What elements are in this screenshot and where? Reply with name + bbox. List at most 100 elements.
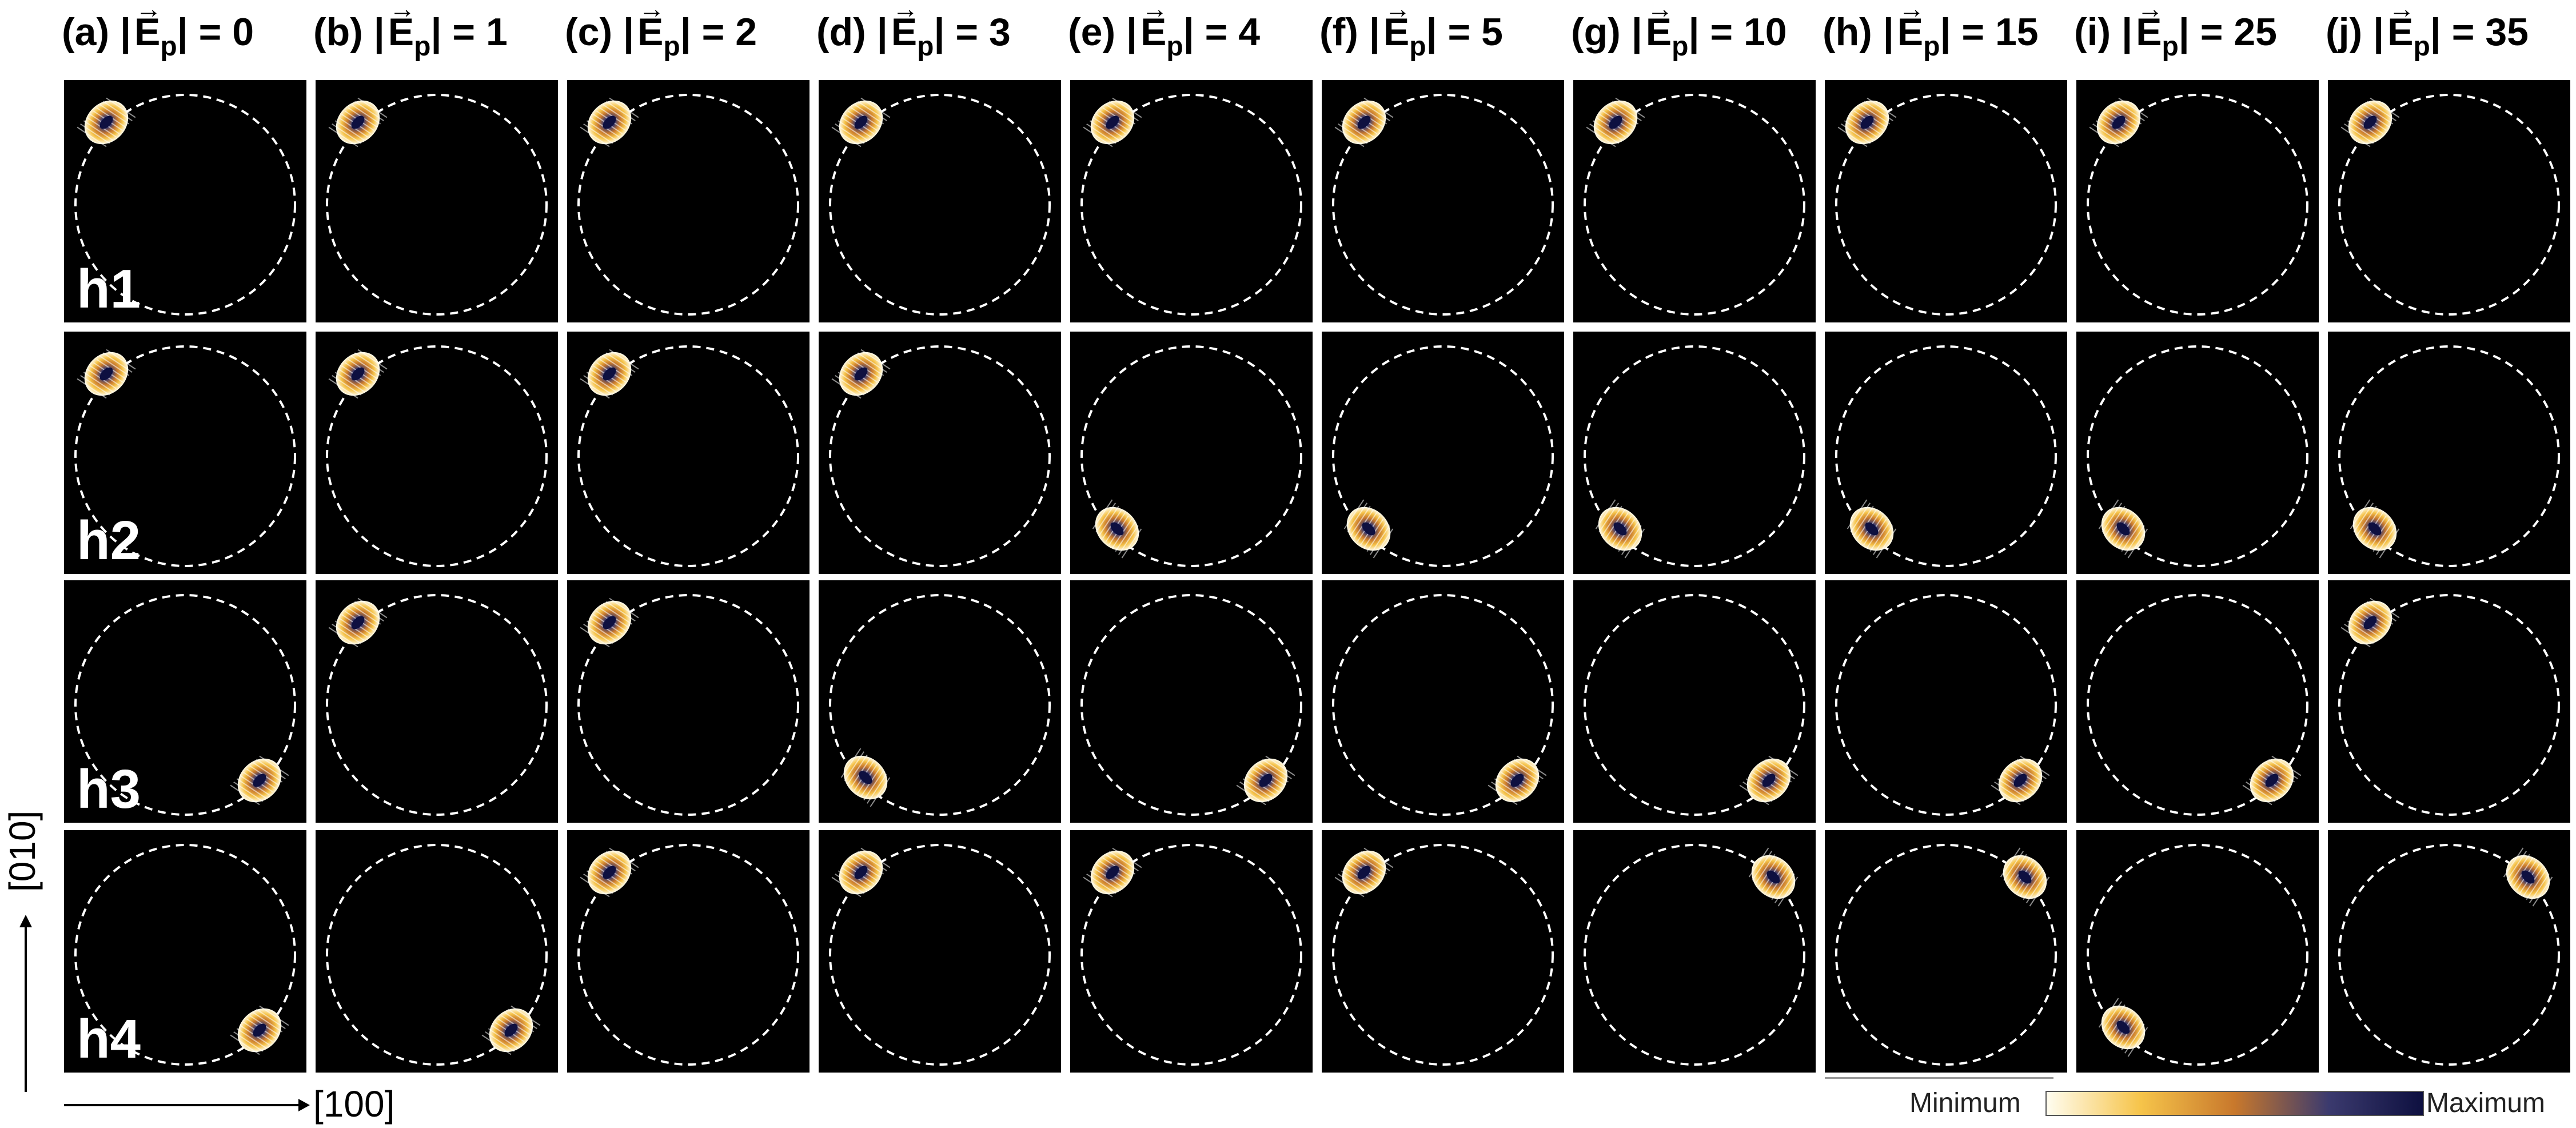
field-symbol: → E — [134, 0, 162, 51]
column-value: 3 — [988, 10, 1011, 54]
column-title-3: (d) | → Ep| = 3 — [816, 0, 1011, 81]
vector-arrow-icon: → — [135, 0, 162, 23]
panel-h3-9 — [2328, 580, 2570, 823]
polarization-spot — [1586, 97, 1645, 148]
column-value: 10 — [1743, 10, 1787, 54]
field-subscript: p — [1166, 31, 1183, 62]
panel-h2-3 — [819, 332, 1061, 574]
panel-h3-1 — [316, 580, 558, 823]
field-subscript: p — [917, 31, 934, 62]
boundary-circle — [1332, 594, 1554, 816]
field-subscript: p — [1672, 31, 1689, 62]
field-symbol: → E — [388, 0, 416, 51]
boundary-circle — [1080, 94, 1302, 316]
row-label-h1: h1 — [77, 258, 141, 320]
domain-plot — [1584, 594, 1805, 816]
panel-h2-7 — [1825, 332, 2067, 574]
polarization-spot — [580, 97, 639, 148]
polarization-spot — [1739, 755, 1799, 806]
column-value: 35 — [2485, 10, 2529, 54]
vector-arrow-icon: → — [1142, 0, 1169, 23]
field-subscript: p — [160, 31, 177, 62]
panel-h1-3 — [819, 80, 1061, 322]
domain-plot — [1584, 345, 1805, 567]
polarization-spot — [2000, 847, 2050, 907]
panel-h1-4 — [1070, 80, 1313, 322]
polarization-spot — [1837, 97, 1897, 148]
field-symbol: → E — [1141, 0, 1168, 51]
vector-arrow-icon: → — [892, 0, 919, 23]
boundary-circle — [1584, 94, 1805, 316]
domain-plot — [1332, 345, 1554, 567]
domain-plot — [829, 345, 1051, 567]
column-letter: (b) — [313, 10, 363, 54]
boundary-circle — [1835, 94, 2057, 316]
field-symbol: → E — [891, 0, 919, 51]
domain-plot — [2338, 94, 2560, 316]
divider — [1825, 1077, 2053, 1079]
domain-plot — [74, 345, 296, 567]
domain-plot — [1080, 345, 1302, 567]
panel-h4-6 — [1573, 830, 1816, 1073]
x-axis-label: [100] — [313, 1083, 395, 1125]
panel-h1-1 — [316, 80, 558, 322]
boundary-circle — [326, 844, 548, 1066]
panel-h4-7 — [1825, 830, 2067, 1073]
domain-plot — [577, 844, 799, 1066]
panel-h3-8 — [2076, 580, 2319, 823]
vector-arrow-icon: → — [1898, 0, 1925, 23]
panel-h4-2 — [567, 830, 810, 1073]
polarization-spot — [831, 97, 891, 148]
domain-plot — [1332, 844, 1554, 1066]
domain-plot — [577, 594, 799, 816]
polarization-spot — [1334, 97, 1394, 148]
column-title-8: (i) | → Ep| = 25 — [2074, 0, 2277, 81]
colorbar-min-label: Minimum — [1909, 1088, 2021, 1118]
column-value: 15 — [1995, 10, 2039, 54]
panel-h3-3 — [819, 580, 1061, 823]
polarization-spot — [840, 748, 891, 807]
panel-h4-8 — [2076, 830, 2319, 1073]
polarization-spot — [1083, 97, 1142, 148]
boundary-circle — [1584, 345, 1805, 567]
panel-h1-7 — [1825, 80, 2067, 322]
boundary-circle — [829, 594, 1051, 816]
panel-h3-6 — [1573, 580, 1816, 823]
field-subscript: p — [663, 31, 680, 62]
field-symbol: → E — [1646, 0, 1673, 51]
panel-h1-8 — [2076, 80, 2319, 322]
domain-plot — [1080, 844, 1302, 1066]
boundary-circle — [326, 94, 548, 316]
boundary-circle — [74, 94, 296, 316]
boundary-circle — [1584, 594, 1805, 816]
column-letter: (g) — [1571, 10, 1621, 54]
polarization-spot — [580, 597, 639, 648]
panel-h4-4 — [1070, 830, 1313, 1073]
column-letter: (a) — [62, 10, 110, 54]
panel-h4-0: h4 — [64, 830, 306, 1073]
colorbar — [2045, 1091, 2424, 1116]
polarization-spot — [1847, 499, 1897, 559]
polarization-spot — [2350, 499, 2400, 559]
column-value: 2 — [735, 10, 757, 54]
boundary-circle — [74, 844, 296, 1066]
panel-h2-1 — [316, 332, 558, 574]
boundary-circle — [829, 345, 1051, 567]
field-symbol: → E — [2136, 0, 2163, 51]
polarization-spot — [2503, 847, 2553, 907]
boundary-circle — [577, 844, 799, 1066]
column-letter: (i) — [2074, 10, 2111, 54]
panel-h4-1 — [316, 830, 558, 1073]
domain-plot — [829, 594, 1051, 816]
column-value: 4 — [1238, 10, 1261, 54]
column-title-1: (b) | → Ep| = 1 — [313, 0, 508, 81]
boundary-circle — [2087, 594, 2308, 816]
panel-h2-9 — [2328, 332, 2570, 574]
column-value: 25 — [2234, 10, 2277, 54]
domain-plot — [2338, 594, 2560, 816]
domain-plot — [2087, 345, 2308, 567]
polarization-spot — [1334, 847, 1394, 898]
domain-plot — [326, 94, 548, 316]
field-symbol: → E — [2387, 0, 2415, 51]
panel-h4-3 — [819, 830, 1061, 1073]
